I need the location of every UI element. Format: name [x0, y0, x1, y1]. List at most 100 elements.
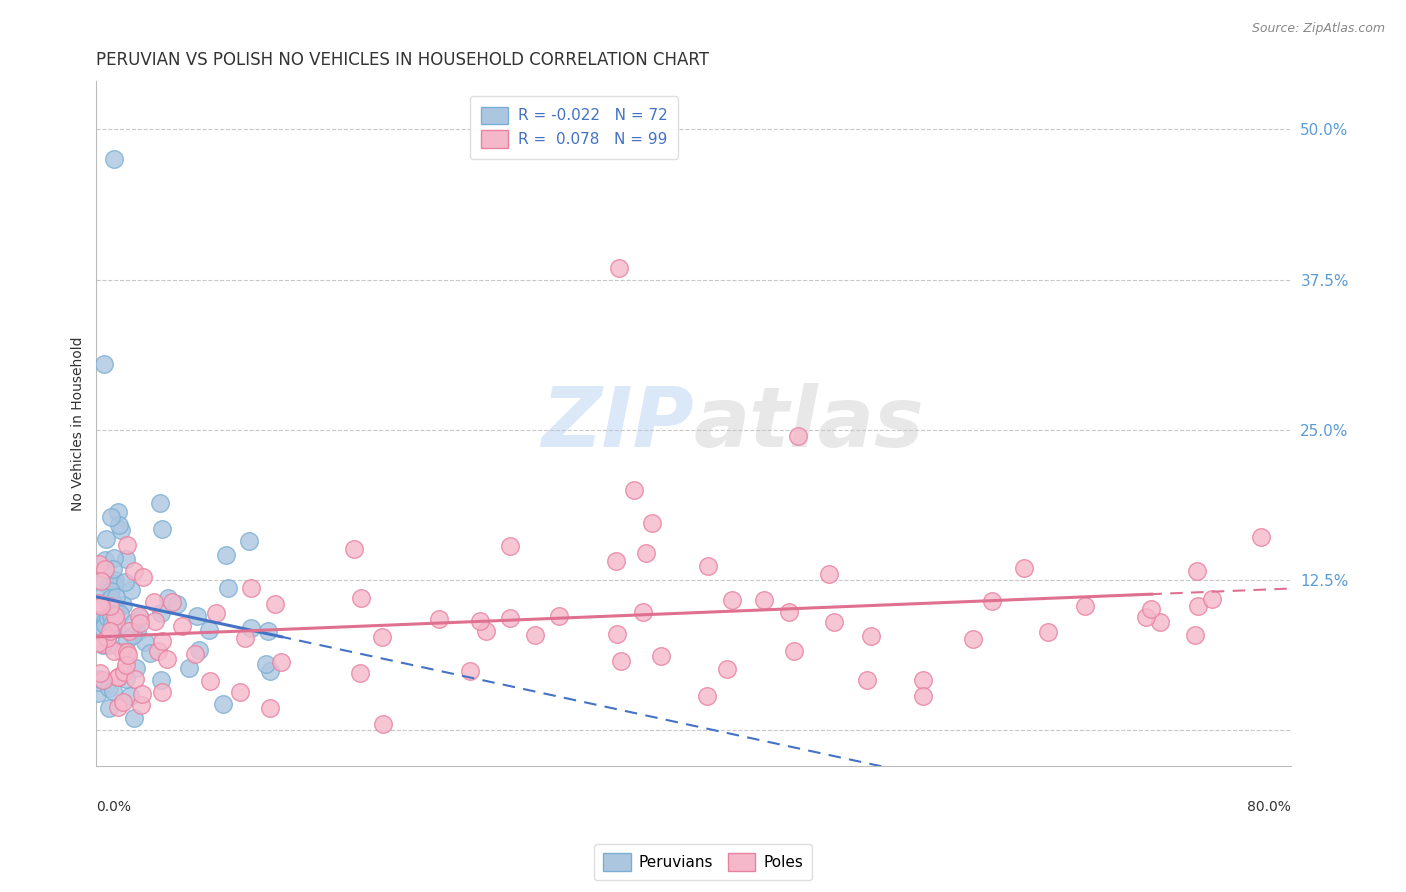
Point [270, 656, 292, 670]
Point [170, 618, 193, 632]
Point [131, 687, 153, 701]
Point [101, 562, 124, 576]
Point [205, 606, 228, 620]
Point [149, 606, 172, 620]
Point [94, 553, 117, 567]
Point [104, 602, 127, 616]
Point [94, 562, 117, 576]
Point [458, 665, 481, 679]
Point [105, 602, 128, 616]
Point [97, 681, 120, 696]
Point [721, 593, 744, 607]
Point [1036, 625, 1059, 640]
Point [103, 622, 125, 636]
Point [134, 635, 156, 649]
Point [217, 582, 239, 596]
Point [107, 670, 129, 684]
Point [89, 666, 111, 681]
Point [87, 615, 110, 629]
Point [150, 634, 173, 648]
Point [752, 592, 775, 607]
Point [1187, 564, 1209, 578]
Point [343, 542, 366, 557]
Point [94, 618, 117, 632]
Point [93, 621, 115, 635]
Point [108, 517, 131, 532]
Point [371, 630, 394, 644]
Point [103, 576, 125, 591]
Point [177, 661, 200, 675]
Point [156, 652, 179, 666]
Point [131, 698, 153, 712]
Point [121, 616, 143, 631]
Point [641, 516, 664, 531]
Point [143, 615, 166, 629]
Point [112, 645, 135, 659]
Point [716, 662, 738, 676]
Text: ZIP: ZIP [541, 384, 693, 464]
Point [235, 632, 257, 646]
Point [108, 607, 131, 622]
Point [980, 594, 1002, 608]
Point [650, 649, 672, 664]
Point [125, 661, 148, 675]
Point [104, 574, 127, 588]
Point [475, 624, 498, 639]
Point [1135, 610, 1157, 624]
Point [91, 575, 114, 590]
Point [97, 638, 120, 652]
Point [107, 670, 129, 684]
Legend: R = -0.022   N = 72, R =  0.078   N = 99: R = -0.022 N = 72, R = 0.078 N = 99 [470, 95, 678, 159]
Point [129, 611, 152, 625]
Point [1149, 615, 1171, 629]
Point [149, 495, 172, 509]
Point [160, 595, 183, 609]
Point [634, 546, 657, 560]
Point [101, 596, 124, 610]
Point [115, 657, 138, 672]
Point [783, 644, 806, 658]
Point [239, 582, 262, 596]
Point [112, 598, 135, 612]
Point [212, 697, 235, 711]
Point [103, 550, 125, 565]
Point [100, 591, 122, 605]
Point [214, 548, 236, 562]
Point [150, 684, 173, 698]
Y-axis label: No Vehicles in Household: No Vehicles in Household [72, 336, 86, 511]
Point [1184, 628, 1206, 642]
Point [103, 153, 125, 167]
Point [1187, 599, 1209, 613]
Point [256, 657, 278, 672]
Point [87, 596, 110, 610]
Point [122, 565, 145, 579]
Point [112, 695, 135, 709]
Point [1140, 601, 1163, 615]
Point [149, 673, 172, 688]
Point [468, 614, 491, 628]
Point [610, 654, 633, 668]
Point [114, 575, 136, 590]
Point [183, 647, 205, 661]
Point [1250, 530, 1272, 544]
Point [427, 612, 450, 626]
Point [911, 673, 934, 688]
Point [96, 532, 118, 546]
Point [631, 605, 654, 619]
Point [105, 622, 128, 636]
Point [98, 624, 121, 638]
Point [115, 672, 138, 686]
Point [93, 357, 115, 371]
Point [912, 689, 935, 703]
Point [87, 636, 110, 650]
Point [101, 684, 124, 698]
Point [115, 632, 138, 647]
Point [90, 599, 112, 614]
Point [128, 609, 150, 624]
Text: atlas: atlas [693, 384, 924, 464]
Point [97, 701, 120, 715]
Point [117, 538, 139, 552]
Point [499, 611, 522, 625]
Point [117, 648, 139, 662]
Point [197, 624, 219, 638]
